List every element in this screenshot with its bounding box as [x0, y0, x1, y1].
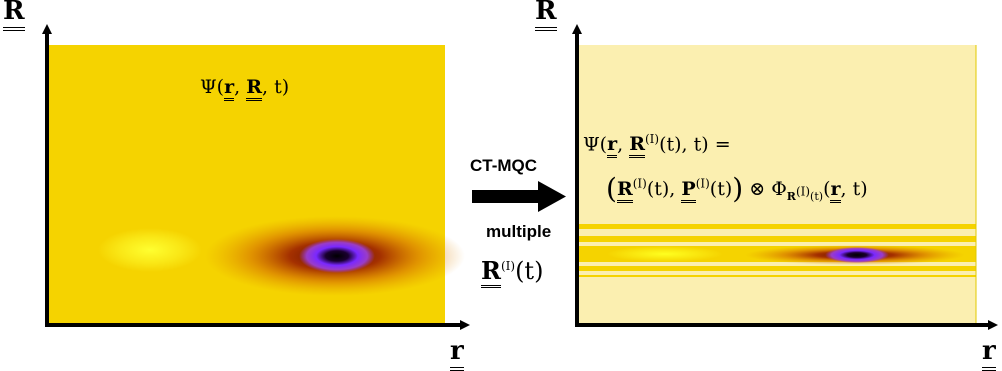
formula-R: R [246, 76, 262, 101]
arrow-bottom-label: multiple [486, 222, 552, 241]
rf2-close-inner: (t) [709, 178, 733, 200]
right-formula-line-1: Ψ(r, R(I)(t), t) = [583, 132, 731, 159]
rf2-sup2: (I) [695, 176, 710, 191]
trajectory-line-4 [578, 266, 976, 271]
trajectory-symbol: R(I)(t) [481, 256, 544, 288]
arrow-top-label: CT-MQC [470, 156, 538, 175]
rf1-sep: , [617, 133, 630, 156]
left-peak-core [299, 239, 375, 273]
right-yellow-lobe [607, 246, 723, 262]
right-x-axis-letter: r [982, 336, 996, 371]
rf2-otimes: ⊗ Φ [743, 178, 787, 200]
rf2-sup1: (I) [632, 176, 647, 191]
formula-prefix: Ψ( [200, 76, 225, 98]
right-panel [572, 24, 998, 330]
rf2-arg-close: , t) [840, 178, 868, 200]
left-x-axis-letter: r [450, 336, 464, 371]
trajectory-line-2 [578, 236, 976, 242]
traj-R: R [481, 256, 501, 288]
arrow-head [538, 181, 566, 212]
rf2-sub-sup: (I) [795, 184, 811, 199]
rf2-R: R [616, 178, 633, 203]
left-yellow-lobe [98, 228, 202, 272]
rf2-arg-open: ( [823, 178, 831, 200]
transform-arrow [472, 181, 566, 212]
traj-sup: (I) [500, 259, 516, 273]
left-x-axis-label: r [450, 336, 464, 371]
arrow-shaft [472, 190, 540, 203]
rf2-sub-R: R [786, 189, 796, 203]
rf2-P: P [681, 178, 696, 203]
rf1-suffix: (t), t) = [659, 133, 731, 156]
formula-suffix: , t) [261, 76, 290, 98]
rf1-prefix: Ψ( [583, 133, 608, 156]
left-panel [42, 24, 470, 330]
rf1-R: R [629, 133, 645, 159]
right-x-axis-label: r [982, 336, 996, 371]
right-y-axis-letter: R [535, 0, 557, 31]
right-formula-line-2: (R(I)(t), P(I)(t)) ⊗ ΦR(I)(t)(r, t) [606, 172, 868, 205]
left-y-axis-label: R [3, 0, 25, 31]
trajectory-line-5 [578, 275, 976, 277]
rf2-sub-t: (t) [810, 189, 824, 203]
rf2-mid: (t), [646, 178, 682, 200]
rf1-r: r [607, 133, 618, 159]
left-y-axis-letter: R [3, 0, 25, 31]
formula-r: r [224, 76, 235, 101]
right-peak-core [825, 247, 889, 263]
rf1-sup: (I) [644, 132, 660, 146]
formula-sep: , [234, 76, 247, 98]
left-wavefunction-formula: Ψ(r, R, t) [200, 76, 290, 101]
right-y-axis-label: R [535, 0, 557, 31]
rf2-open: ( [606, 172, 617, 205]
trajectory-line-1 [578, 224, 976, 229]
traj-suffix: (t) [515, 257, 544, 285]
rf2-r: r [830, 178, 841, 203]
rf2-close: ) [732, 172, 744, 205]
